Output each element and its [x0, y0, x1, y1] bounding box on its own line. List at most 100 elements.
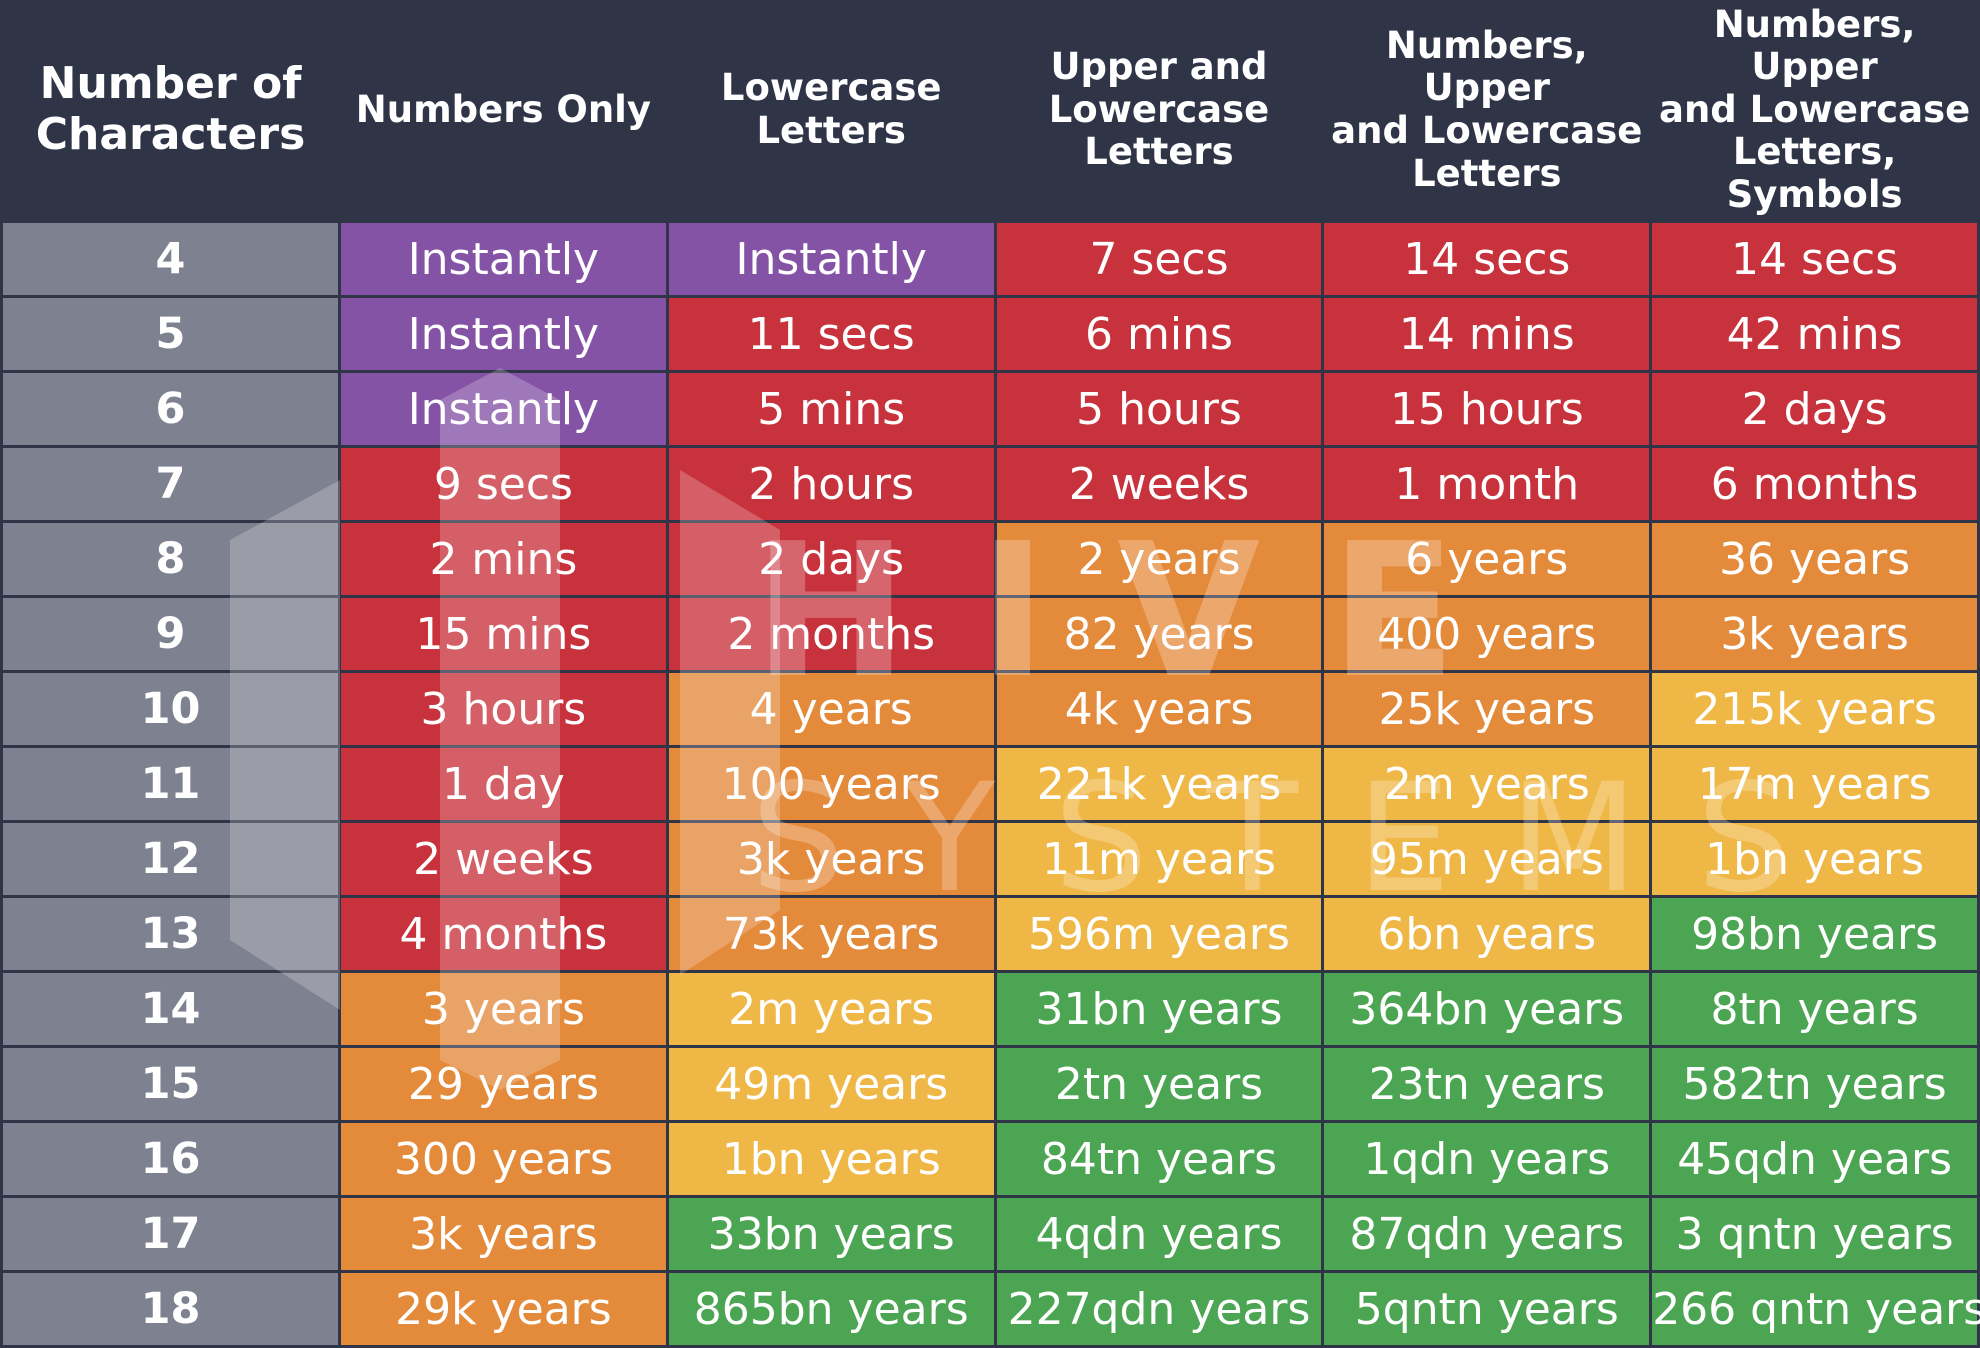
crack-time-cell: 1bn years [665, 1120, 997, 1198]
crack-time-cell: Instantly [338, 370, 669, 448]
row-character-count: 13 [0, 895, 341, 973]
crack-time-cell: 15 hours [1321, 370, 1653, 448]
crack-time-cell: 98bn years [1649, 895, 1980, 973]
row-character-count: 17 [0, 1195, 341, 1273]
crack-time-cell: 2 weeks [993, 445, 1325, 523]
header-number-of-characters: Number of Characters [1, 0, 340, 222]
table-row: 18 29k years 865bn years 227qdn years 5qntn … [0, 1270, 1980, 1348]
crack-time-cell: 82 years [993, 595, 1325, 673]
table-row: 6 Instantly 5 mins 5 hours 15 hours 2 days [0, 370, 1980, 448]
crack-time-cell: 2 days [1649, 370, 1980, 448]
crack-time-cell: 6bn years [1321, 895, 1653, 973]
crack-time-cell: 2 mins [338, 520, 669, 598]
crack-time-cell: 1qdn years [1321, 1120, 1653, 1198]
crack-time-cell: 9 secs [338, 445, 669, 523]
row-character-count: 4 [0, 220, 341, 298]
row-character-count: 6 [0, 370, 341, 448]
crack-time-cell: 2 hours [665, 445, 997, 523]
crack-time-cell: 29k years [338, 1270, 669, 1348]
crack-time-cell: 23tn years [1321, 1045, 1653, 1123]
crack-time-cell: 11m years [993, 820, 1325, 898]
crack-time-cell: Instantly [338, 220, 669, 298]
row-character-count: 15 [0, 1045, 341, 1123]
crack-time-cell: 300 years [338, 1120, 669, 1198]
crack-time-cell: 5 hours [993, 370, 1325, 448]
crack-time-cell: 5qntn years [1321, 1270, 1653, 1348]
crack-time-cell: Instantly [665, 220, 997, 298]
crack-time-cell: 73k years [665, 895, 997, 973]
crack-time-cell: 582tn years [1649, 1045, 1980, 1123]
table-row: 5 Instantly 11 secs 6 mins 14 mins 42 mins [0, 295, 1980, 373]
row-character-count: 18 [0, 1270, 341, 1348]
crack-time-cell: 36 years [1649, 520, 1980, 598]
crack-time-cell: 14 mins [1321, 295, 1653, 373]
table-body: 4 Instantly Instantly 7 secs 14 secs 14 secs 5… [0, 220, 1980, 1348]
crack-time-cell: 11 secs [665, 295, 997, 373]
row-character-count: 5 [0, 295, 341, 373]
crack-time-cell: 2 years [993, 520, 1325, 598]
table-row: 13 4 months 73k years 596m years 6bn years 98… [0, 895, 1980, 973]
crack-time-cell: 84tn years [993, 1120, 1325, 1198]
crack-time-cell: 14 secs [1321, 220, 1653, 298]
table-row: 16 300 years 1bn years 84tn years 1qdn years… [0, 1120, 1980, 1198]
row-character-count: 8 [0, 520, 341, 598]
crack-time-cell: 29 years [338, 1045, 669, 1123]
crack-time-cell: 7 secs [993, 220, 1325, 298]
row-character-count: 12 [0, 820, 341, 898]
crack-time-cell: 3k years [1649, 595, 1980, 673]
crack-time-cell: 3 qntn years [1649, 1195, 1980, 1273]
crack-time-cell: 3k years [665, 820, 997, 898]
row-character-count: 16 [0, 1120, 341, 1198]
row-character-count: 7 [0, 445, 341, 523]
crack-time-cell: 596m years [993, 895, 1325, 973]
crack-time-cell: 2tn years [993, 1045, 1325, 1123]
crack-time-cell: 100 years [665, 745, 997, 823]
crack-time-cell: 42 mins [1649, 295, 1980, 373]
table-row: 4 Instantly Instantly 7 secs 14 secs 14 secs [0, 220, 1980, 298]
crack-time-cell: 6 years [1321, 520, 1653, 598]
crack-time-cell: 49m years [665, 1045, 997, 1123]
crack-time-cell: 2 weeks [338, 820, 669, 898]
crack-time-cell: 227qdn years [993, 1270, 1325, 1348]
crack-time-cell: 1bn years [1649, 820, 1980, 898]
table-row: 12 2 weeks 3k years 11m years 95m years 1bn y… [0, 820, 1980, 898]
crack-time-cell: 2 days [665, 520, 997, 598]
crack-time-cell: 25k years [1321, 670, 1653, 748]
crack-time-cell: 4k years [993, 670, 1325, 748]
crack-time-cell: 2m years [665, 970, 997, 1048]
crack-time-cell: 15 mins [338, 595, 669, 673]
crack-time-cell: 8tn years [1649, 970, 1980, 1048]
header-numbers-upper-lowercase: Numbers, Upper and Lowercase Letters [1322, 0, 1651, 222]
crack-time-cell: 3 years [338, 970, 669, 1048]
table-row: 14 3 years 2m years 31bn years 364bn years 8t… [0, 970, 1980, 1048]
crack-time-cell: 95m years [1321, 820, 1653, 898]
crack-time-cell: 17m years [1649, 745, 1980, 823]
crack-time-cell: Instantly [338, 295, 669, 373]
crack-time-cell: 3 hours [338, 670, 669, 748]
crack-time-cell: 3k years [338, 1195, 669, 1273]
table-row: 10 3 hours 4 years 4k years 25k years 215k ye… [0, 670, 1980, 748]
crack-time-cell: 2m years [1321, 745, 1653, 823]
crack-time-cell: 266 qntn years [1649, 1270, 1980, 1348]
row-character-count: 10 [0, 670, 341, 748]
crack-time-cell: 2 months [665, 595, 997, 673]
header-lowercase-letters: Lowercase Letters [667, 0, 996, 222]
crack-time-cell: 400 years [1321, 595, 1653, 673]
table-row: 11 1 day 100 years 221k years 2m years 17m ye… [0, 745, 1980, 823]
crack-time-cell: 4 years [665, 670, 997, 748]
crack-time-cell: 6 months [1649, 445, 1980, 523]
crack-time-cell: 14 secs [1649, 220, 1980, 298]
header-upper-lowercase-letters: Upper and Lowercase Letters [995, 0, 1323, 222]
table-row: 15 29 years 49m years 2tn years 23tn years 58… [0, 1045, 1980, 1123]
crack-time-cell: 87qdn years [1321, 1195, 1653, 1273]
header-numbers-only: Numbers Only [339, 0, 668, 222]
header-numbers-upper-lowercase-symbols: Numbers, Upper and Lowercase Letters, Sy… [1650, 0, 1979, 222]
crack-time-cell: 1 day [338, 745, 669, 823]
crack-time-cell: 4qdn years [993, 1195, 1325, 1273]
row-character-count: 14 [0, 970, 341, 1048]
crack-time-cell: 215k years [1649, 670, 1980, 748]
